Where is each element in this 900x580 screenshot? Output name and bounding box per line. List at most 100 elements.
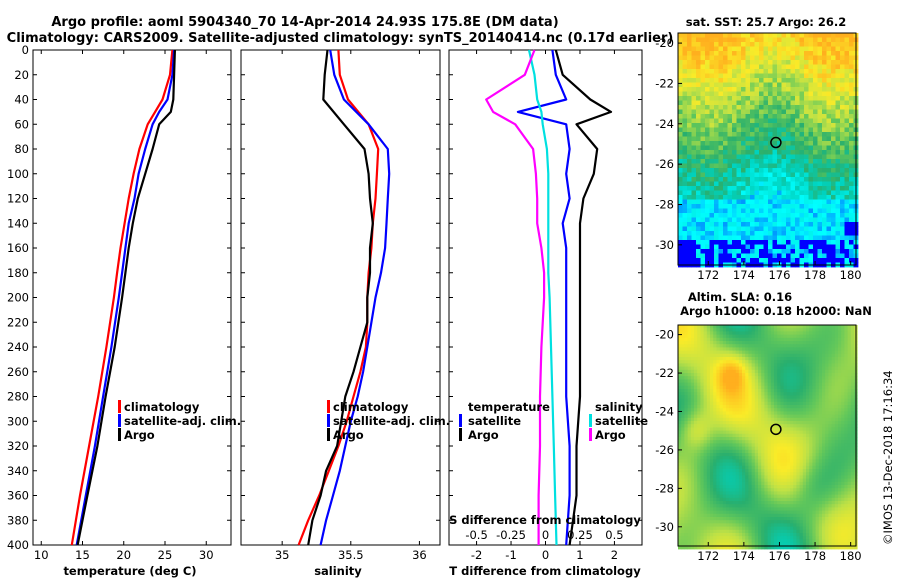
- map-cell: [844, 469, 848, 473]
- map-cell: [831, 440, 836, 444]
- map-cell: [710, 472, 714, 476]
- map-cell: [705, 91, 710, 97]
- map-cell: [777, 258, 782, 263]
- map-cell: [678, 55, 683, 61]
- map-cell: [806, 353, 810, 358]
- map-cell: [687, 366, 692, 371]
- map-cell: [790, 465, 794, 470]
- map-cell: [697, 424, 701, 428]
- map-cell: [763, 240, 769, 245]
- map-cell: [777, 344, 781, 348]
- map-cell: [834, 344, 839, 348]
- map-cell: [726, 417, 730, 422]
- map-cell: [745, 350, 749, 355]
- map-cell: [732, 33, 737, 38]
- map-cell: [716, 401, 720, 406]
- map-cell: [786, 385, 791, 390]
- top-tick-label: 0.5: [605, 528, 623, 542]
- map-cell: [790, 244, 796, 250]
- map-cell: [774, 443, 778, 447]
- map-cell: [681, 443, 685, 447]
- map-cell: [828, 392, 832, 396]
- map-cell: [808, 235, 814, 241]
- y-tick-label: 380: [7, 513, 29, 527]
- map-cell: [781, 42, 787, 47]
- map-cell: [768, 231, 773, 236]
- map-cell: [736, 78, 742, 83]
- map-cell: [799, 398, 804, 403]
- map-cell: [719, 427, 724, 431]
- map-cell: [750, 190, 755, 196]
- map-cell: [772, 118, 778, 124]
- map-cell: [718, 258, 724, 263]
- map-cell: [703, 453, 708, 457]
- map-cell: [726, 357, 730, 361]
- map-cell: [716, 392, 720, 396]
- map-cell: [806, 328, 810, 332]
- map-cell: [754, 177, 760, 182]
- map-cell: [738, 376, 743, 380]
- map-cell: [826, 240, 832, 245]
- map-cell: [790, 154, 796, 160]
- map-cell: [729, 360, 733, 364]
- map-cell: [768, 51, 773, 56]
- map-cell: [828, 440, 832, 444]
- map-cell: [815, 357, 820, 361]
- map-cell: [761, 453, 765, 457]
- map-cell: [713, 427, 717, 431]
- map-cell: [678, 51, 683, 56]
- map-cell: [687, 73, 692, 79]
- map-cell: [718, 190, 724, 196]
- map-cell: [840, 37, 845, 43]
- map-cell: [818, 392, 823, 396]
- map-cell: [742, 360, 746, 364]
- map-cell: [786, 258, 791, 263]
- map-cell: [777, 186, 782, 191]
- map-cell: [796, 440, 800, 444]
- map-cell: [790, 433, 794, 438]
- map-cell: [736, 118, 742, 124]
- map-cell: [697, 328, 701, 332]
- map-cell: [847, 347, 852, 351]
- map-cell: [754, 181, 760, 187]
- map-cell: [763, 132, 769, 137]
- map-cell: [786, 373, 791, 377]
- map-cell: [745, 114, 751, 119]
- y-tick-label: 140: [7, 216, 29, 230]
- map-cell: [694, 373, 698, 377]
- map-cell: [831, 172, 836, 178]
- map-cell: [690, 328, 695, 332]
- map-cell: [849, 235, 854, 241]
- legend-label-s-satellite: satellite: [595, 414, 648, 428]
- map-cell: [822, 453, 826, 457]
- map-cell: [806, 373, 810, 377]
- map-cell: [817, 132, 823, 137]
- map-cell: [767, 465, 772, 470]
- map-cell: [754, 433, 759, 438]
- map-cell: [834, 363, 839, 367]
- map-cell: [783, 325, 788, 329]
- map-cell: [709, 186, 715, 191]
- map-cell: [806, 446, 810, 451]
- map-cell: [826, 33, 832, 38]
- map-cell: [729, 469, 733, 473]
- map-cell: [795, 226, 800, 232]
- map-cell: [774, 395, 778, 399]
- map-cell: [844, 366, 848, 371]
- map-cell: [804, 64, 809, 70]
- map-cell: [678, 392, 682, 396]
- map-cell: [850, 449, 855, 454]
- map-cell: [738, 424, 743, 428]
- map-cell: [795, 231, 800, 236]
- map-cell: [700, 109, 706, 115]
- map-cell: [726, 325, 730, 329]
- map-cell: [723, 118, 728, 124]
- map-cell: [727, 154, 733, 160]
- series-line-climatology: [70, 49, 174, 546]
- map-cell: [763, 127, 769, 133]
- map-cell: [678, 60, 683, 65]
- map-cell: [690, 475, 695, 479]
- map-cell: [687, 421, 692, 425]
- map-cell: [716, 382, 720, 387]
- map-cell: [709, 33, 715, 38]
